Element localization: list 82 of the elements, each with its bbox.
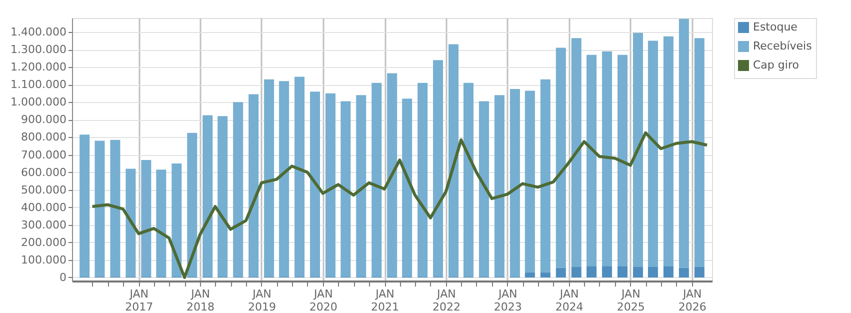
bar [248, 94, 259, 277]
bar [586, 266, 597, 278]
bar [524, 272, 535, 278]
bar [571, 38, 582, 267]
bar [141, 160, 152, 277]
x-tick-label: JAN 2022 [432, 288, 460, 313]
bar [126, 168, 136, 277]
bar [694, 266, 704, 278]
y-tick-label: 700.000 [21, 148, 66, 162]
bar [678, 268, 689, 278]
bar [602, 51, 612, 266]
bar [678, 18, 689, 268]
x-tick-label: JAN 2025 [616, 288, 645, 313]
y-tick-label: 1.300.000 [10, 43, 66, 56]
bar [648, 40, 658, 267]
y-tick-label: 1.200.000 [10, 60, 66, 74]
bar [648, 266, 658, 278]
y-tick-label: 300.000 [21, 218, 66, 232]
bar [618, 54, 628, 266]
x-tick-label: JAN 2023 [494, 288, 522, 313]
x-tick-label: JAN 2018 [186, 288, 215, 313]
bar [156, 170, 166, 277]
y-tick-label: 100.000 [21, 253, 66, 266]
bar [632, 32, 643, 267]
y-tick-label: 900.000 [21, 113, 66, 126]
y-tick-label: 200.000 [21, 236, 66, 249]
bar [218, 116, 228, 277]
bar [418, 82, 428, 277]
bar [202, 115, 213, 277]
bar [187, 132, 198, 277]
bar [571, 266, 582, 278]
x-tick-label: JAN 2021 [371, 288, 400, 313]
y-tick-label: 0 [60, 270, 66, 284]
line-series [90, 131, 708, 279]
bar [540, 272, 550, 278]
bar [556, 48, 566, 268]
bar [233, 102, 244, 277]
bar [618, 266, 628, 278]
y-tick-label: 1.000.000 [10, 96, 66, 109]
legend-label: Recebíveis [753, 40, 812, 52]
bar [80, 134, 90, 277]
bar [556, 268, 566, 278]
bar [510, 89, 520, 277]
y-tick-label: 1.400.000 [10, 26, 66, 39]
x-tick-label: JAN 2019 [248, 288, 276, 313]
legend-label: Cap giro [753, 58, 800, 72]
bar [433, 60, 444, 277]
bar [602, 266, 612, 278]
bar [172, 164, 182, 277]
bar [632, 266, 643, 278]
bar [356, 95, 366, 277]
bar [464, 82, 474, 277]
x-tick-label: JAN 2026 [678, 288, 706, 313]
bar [372, 82, 382, 277]
bar [264, 79, 274, 277]
bar [340, 101, 351, 277]
x-tick-label: JAN 2024 [555, 288, 584, 313]
bar [310, 92, 320, 277]
y-tick-label: 500.000 [21, 183, 66, 196]
x-tick-label: JAN 2020 [309, 288, 338, 313]
bar [448, 44, 459, 277]
bar [94, 140, 105, 277]
bar [325, 93, 336, 277]
bar [387, 73, 398, 277]
bar [540, 79, 550, 272]
bar [663, 266, 674, 278]
y-tick-label: 800.000 [21, 130, 66, 144]
y-tick-label: 400.000 [21, 200, 66, 214]
bar [694, 38, 704, 267]
bar [663, 36, 674, 266]
bar [279, 81, 290, 277]
bar [294, 76, 305, 277]
y-tick-label: 1.100.000 [10, 78, 66, 92]
bar [478, 101, 489, 277]
bar [524, 90, 535, 272]
y-tick-label: 600.000 [21, 166, 66, 179]
bar [402, 98, 412, 277]
bar [110, 140, 120, 277]
x-tick-label: JAN 2017 [125, 288, 154, 313]
legend-label: Estoque [753, 20, 798, 34]
bar [494, 95, 504, 277]
bar [586, 54, 597, 266]
